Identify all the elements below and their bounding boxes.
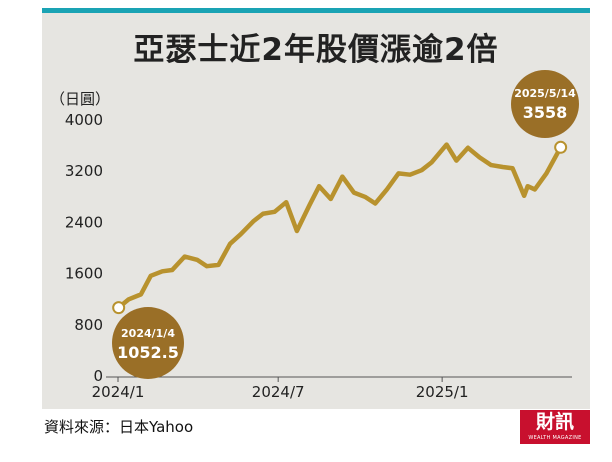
publisher-logo: 財訊 WEALTH MAGAZINE [520, 410, 590, 444]
x-tick-label: 2024/1 [92, 383, 145, 401]
y-tick-label: 3200 [65, 162, 103, 180]
logo-main-text: 財訊 [535, 411, 574, 433]
start-point-marker [112, 301, 126, 315]
chart-title: 亞瑟士近2年股價漲逾2倍 [133, 32, 499, 68]
y-tick-label: 4000 [65, 111, 103, 129]
start-bubble [112, 307, 184, 379]
y-axis-ticks: 0 800 1600 2400 3200 4000 [65, 111, 103, 385]
end-date-label: 2025/5/14 [514, 87, 576, 100]
price-series [116, 142, 563, 310]
y-tick-label: 0 [93, 367, 103, 385]
y-tick-label: 1600 [65, 265, 103, 283]
source-note: 資料來源：日本Yahoo [44, 418, 194, 436]
price-line [116, 142, 563, 310]
end-point-marker [554, 140, 568, 154]
end-bubble [511, 70, 579, 138]
x-tick-label: 2024/7 [252, 383, 305, 401]
start-value-label: 1052.5 [117, 343, 179, 362]
y-tick-label: 2400 [65, 213, 103, 231]
annotations: 2024/1/4 1052.5 2025/5/14 3558 [112, 70, 579, 379]
start-date-label: 2024/1/4 [121, 327, 175, 340]
y-tick-label: 800 [74, 316, 103, 334]
y-axis-unit: （日圓） [50, 90, 111, 108]
logo-sub-text: WEALTH MAGAZINE [528, 435, 582, 441]
end-value-label: 3558 [523, 103, 568, 122]
x-axis-ticks: 2024/1 2024/7 2025/1 [92, 377, 469, 401]
x-tick-label: 2025/1 [416, 383, 469, 401]
accent-bar [42, 8, 590, 13]
